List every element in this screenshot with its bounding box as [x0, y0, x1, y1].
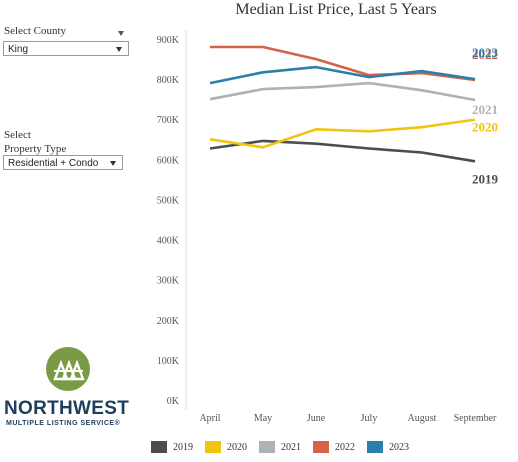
logo-emblem-icon [46, 347, 90, 391]
y-tick-label: 900K [157, 35, 180, 46]
series-end-label-2019: 2019 [472, 171, 499, 186]
series-line-2022[interactable] [210, 45, 476, 82]
y-tick-label: 600K [157, 155, 180, 166]
county-filter-menu-caret-icon[interactable] [118, 31, 124, 36]
x-tick-label: May [254, 413, 272, 424]
legend-label: 2019 [173, 441, 193, 453]
logo-subtitle: MULTIPLE LISTING SERVICE® [6, 420, 121, 427]
nwmls-logo: NORTHWEST MULTIPLE LISTING SERVICE® [4, 347, 134, 437]
y-tick-label: 800K [157, 75, 180, 86]
x-tick-label: April [199, 413, 220, 424]
legend-item-2022[interactable]: 2022 [313, 441, 355, 453]
legend-label: 2020 [227, 441, 247, 453]
y-tick-label: 0K [167, 396, 180, 407]
legend-swatch [205, 441, 221, 453]
series-end-label-2023: 2023 [472, 45, 499, 60]
logo-name: NORTHWEST [4, 398, 130, 419]
series-lines [209, 45, 476, 163]
chart-title: Median List Price, Last 5 Years [235, 1, 437, 18]
legend-label: 2022 [335, 441, 355, 453]
x-tick-label: June [307, 413, 326, 424]
property-type-label-line2: Property Type [4, 143, 67, 155]
x-tick-label: August [408, 413, 437, 424]
y-tick-label: 500K [157, 195, 180, 206]
chevron-down-icon [116, 47, 122, 52]
y-tick-label: 400K [157, 236, 180, 247]
y-tick-label: 200K [157, 316, 180, 327]
legend-item-2021[interactable]: 2021 [259, 441, 301, 453]
series-end-label-2022: 2022 [472, 47, 498, 62]
legend-label: 2021 [281, 441, 301, 453]
series-end-label-2021: 2021 [472, 102, 498, 117]
legend-item-2023[interactable]: 2023 [367, 441, 409, 453]
property-type-label-line1: Select [4, 129, 31, 141]
legend-item-2019[interactable]: 2019 [151, 441, 193, 453]
x-tick-label: September [454, 413, 497, 424]
county-select-value: King [8, 44, 29, 55]
y-tick-label: 700K [157, 115, 180, 126]
property-type-select-value: Residential + Condo [8, 158, 99, 169]
series-line-2021[interactable] [209, 81, 476, 102]
x-axis-ticks: April May June July August September [199, 413, 497, 424]
legend-swatch [259, 441, 275, 453]
series-line-2023[interactable] [209, 65, 476, 85]
y-tick-label: 100K [157, 356, 180, 367]
series-line-2020[interactable] [209, 118, 476, 149]
legend-item-2020[interactable]: 2020 [205, 441, 247, 453]
county-select[interactable]: King [3, 41, 129, 56]
logo-trees-icon [53, 359, 85, 381]
y-axis-ticks: 0K 100K 200K 300K 400K 500K 600K 700K 800K 900K [157, 35, 180, 407]
legend-label: 2023 [389, 441, 409, 453]
county-filter-label: Select County [4, 25, 67, 37]
series-end-label-2020: 2020 [472, 120, 498, 135]
property-type-select[interactable]: Residential + Condo [3, 155, 123, 170]
legend-swatch [313, 441, 329, 453]
y-tick-label: 300K [157, 276, 180, 287]
chevron-down-icon [110, 161, 116, 166]
legend-swatch [151, 441, 167, 453]
chart-legend: 2019 2020 2021 2022 2023 [151, 440, 421, 454]
x-tick-label: July [361, 413, 378, 424]
legend-swatch [367, 441, 383, 453]
series-line-2019[interactable] [209, 139, 476, 163]
